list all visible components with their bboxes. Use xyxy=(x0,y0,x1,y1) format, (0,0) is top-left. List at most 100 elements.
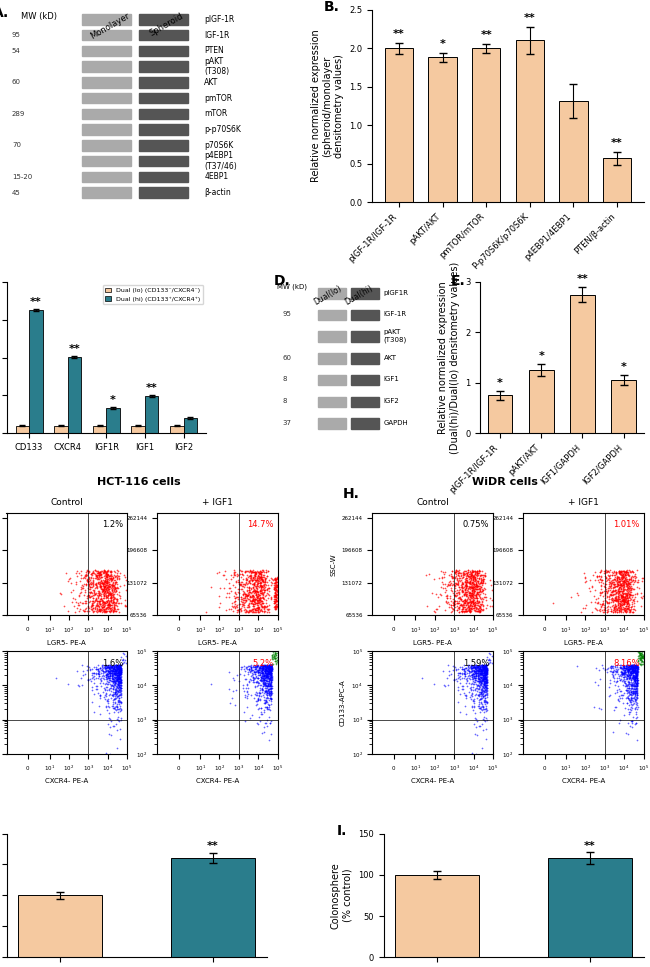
Point xyxy=(474,662,484,678)
Point xyxy=(103,671,113,687)
Point xyxy=(474,578,485,594)
Point xyxy=(479,672,489,688)
Point xyxy=(472,681,482,696)
Point xyxy=(632,664,642,680)
Point xyxy=(256,701,266,717)
Point xyxy=(621,590,631,605)
Point xyxy=(626,571,636,587)
Point xyxy=(116,662,126,678)
Point xyxy=(261,662,272,678)
Point xyxy=(619,592,629,607)
Point xyxy=(263,663,274,679)
Point xyxy=(228,566,239,581)
Point xyxy=(626,601,636,617)
Point xyxy=(476,673,486,689)
Point xyxy=(632,660,643,676)
Point xyxy=(260,684,270,699)
Point xyxy=(469,663,480,679)
Point xyxy=(265,684,275,699)
Point xyxy=(244,582,254,598)
Point xyxy=(477,741,488,756)
Point xyxy=(460,666,470,682)
Point xyxy=(272,586,282,601)
Point xyxy=(599,598,609,613)
Point xyxy=(613,586,623,601)
Point xyxy=(616,564,626,579)
Bar xyxy=(351,309,379,320)
Point xyxy=(482,674,492,689)
Point xyxy=(91,670,101,686)
Point xyxy=(264,662,274,678)
Point xyxy=(453,573,463,589)
Point xyxy=(618,665,629,681)
Point xyxy=(242,576,252,592)
Point xyxy=(230,593,240,608)
Point xyxy=(608,668,618,684)
Point xyxy=(619,659,630,674)
Point xyxy=(610,599,621,614)
Point xyxy=(242,597,253,612)
Point xyxy=(467,579,478,595)
Point xyxy=(470,688,480,703)
Point xyxy=(109,674,120,689)
Point xyxy=(112,660,122,676)
Point xyxy=(102,671,112,687)
Point xyxy=(96,678,106,693)
Point xyxy=(252,696,263,712)
Point xyxy=(443,677,454,692)
Point xyxy=(629,660,640,676)
Bar xyxy=(351,396,379,407)
Point xyxy=(110,663,120,679)
Point xyxy=(265,665,276,681)
Point xyxy=(97,659,107,674)
Point xyxy=(229,564,239,579)
Point xyxy=(620,660,630,676)
Point xyxy=(64,571,74,586)
Point xyxy=(473,659,483,675)
Point xyxy=(253,600,263,615)
Point xyxy=(473,668,483,684)
Point xyxy=(252,593,262,608)
Point xyxy=(89,566,99,581)
Point xyxy=(636,649,646,664)
Point xyxy=(261,660,271,676)
Point xyxy=(102,600,112,615)
Point xyxy=(98,577,109,593)
Point xyxy=(109,599,119,614)
Point xyxy=(478,683,488,698)
Point xyxy=(478,698,488,714)
Point xyxy=(111,679,121,694)
Point xyxy=(115,660,125,676)
Text: pmTOR: pmTOR xyxy=(204,94,233,103)
Point xyxy=(628,565,638,580)
Point xyxy=(107,718,118,734)
Point xyxy=(630,680,641,695)
Point xyxy=(638,648,648,663)
Point xyxy=(105,660,115,676)
Point xyxy=(481,660,491,676)
Point xyxy=(116,678,126,693)
Point xyxy=(460,581,471,597)
Point xyxy=(630,683,640,698)
Point xyxy=(249,582,259,598)
Point xyxy=(265,659,275,674)
Point xyxy=(265,665,276,681)
Point xyxy=(630,661,640,677)
Point xyxy=(473,597,484,612)
Bar xyxy=(29,310,43,433)
Point xyxy=(256,599,266,614)
Point xyxy=(623,567,634,582)
Point xyxy=(472,659,482,674)
Point xyxy=(618,688,628,703)
Point xyxy=(598,597,608,612)
Point xyxy=(622,668,632,684)
Point xyxy=(469,668,480,684)
Point xyxy=(447,563,458,578)
Point xyxy=(74,587,85,602)
Point xyxy=(449,566,460,581)
Point xyxy=(93,661,103,677)
Point xyxy=(474,600,485,615)
Point xyxy=(260,599,270,614)
Point xyxy=(248,570,258,585)
Point xyxy=(109,582,119,598)
